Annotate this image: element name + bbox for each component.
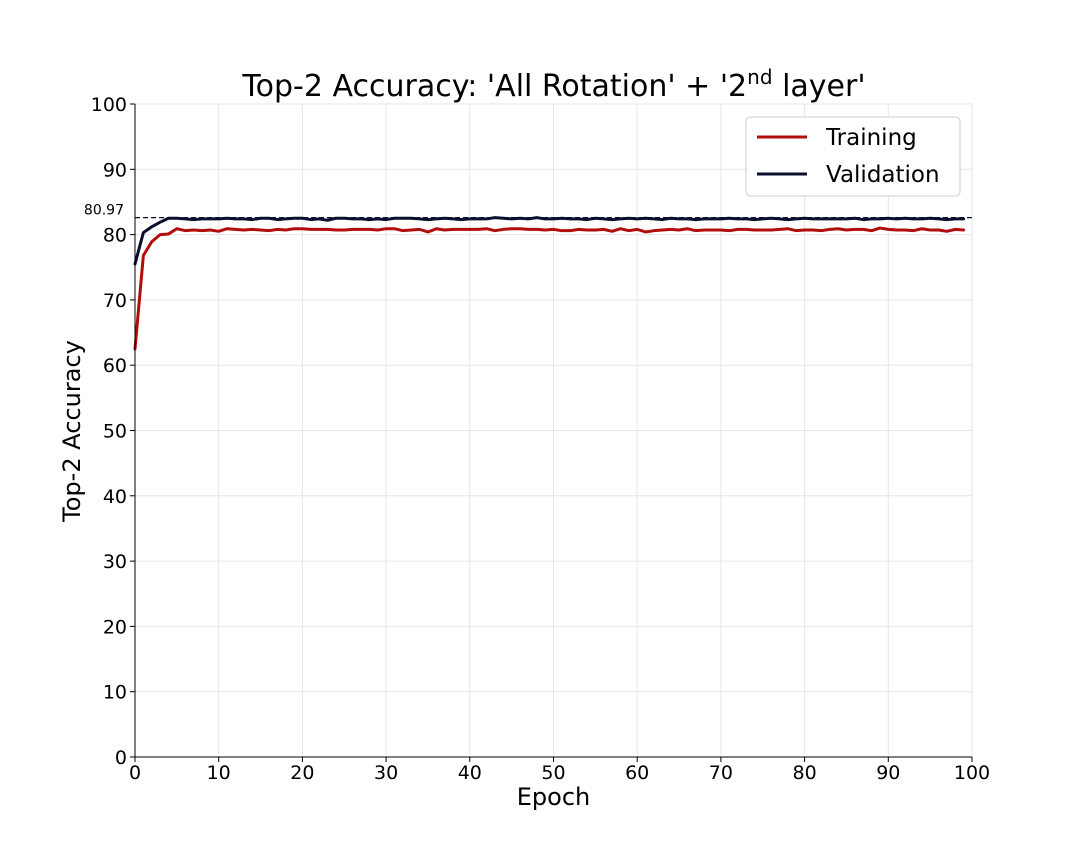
x-tick-label: 0: [129, 762, 141, 784]
chart-title-superscript: nd: [747, 65, 772, 89]
y-tick-label: 50: [103, 421, 127, 443]
legend-label-validation: Validation: [826, 162, 940, 188]
annotation-group: 80.97: [84, 203, 972, 219]
y-tick-label: 30: [103, 551, 127, 573]
y-tick-label: 40: [103, 486, 127, 508]
y-axis-label: Top-2 Accuracy: [58, 340, 86, 523]
chart-title-suffix: layer': [773, 69, 866, 104]
x-tick-label: 10: [207, 762, 231, 784]
x-tick-label: 90: [876, 762, 900, 784]
y-tick-label: 0: [115, 747, 127, 769]
x-axis-label: Epoch: [517, 783, 591, 811]
legend-label-training: Training: [825, 125, 917, 151]
x-tick-label: 30: [374, 762, 398, 784]
y-tick-label: 60: [103, 355, 127, 377]
x-tick-label: 60: [625, 762, 649, 784]
chart-title: Top-2 Accuracy: 'All Rotation' + '2nd la…: [241, 65, 865, 104]
y-tick-label: 80: [103, 225, 127, 247]
series-group: [133, 216, 966, 351]
series-line-validation: [133, 216, 966, 266]
chart-title-prefix: Top-2 Accuracy: 'All Rotation' + '2: [241, 69, 747, 104]
x-tick-label: 50: [541, 762, 565, 784]
x-tick-label: 70: [709, 762, 733, 784]
tick-labels: 0 10 20 30 40 50 60 70 80 90 100 0 10 20 30 40 50 60 70 80 9…: [91, 94, 990, 784]
series-line-training: [133, 226, 966, 351]
y-tick-label: 100: [91, 94, 127, 116]
y-tick-label: 20: [103, 616, 127, 638]
y-tick-label: 10: [103, 682, 127, 704]
y-tick-label: 70: [103, 290, 127, 312]
x-tick-label: 20: [290, 762, 314, 784]
best-value-label: 80.97: [84, 203, 124, 219]
x-tick-label: 100: [954, 762, 990, 784]
x-tick-label: 40: [458, 762, 482, 784]
axes: [130, 103, 973, 762]
y-tick-label: 90: [103, 159, 127, 181]
grid: [134, 103, 973, 758]
legend: Training Validation: [745, 116, 961, 197]
x-tick-label: 80: [793, 762, 817, 784]
